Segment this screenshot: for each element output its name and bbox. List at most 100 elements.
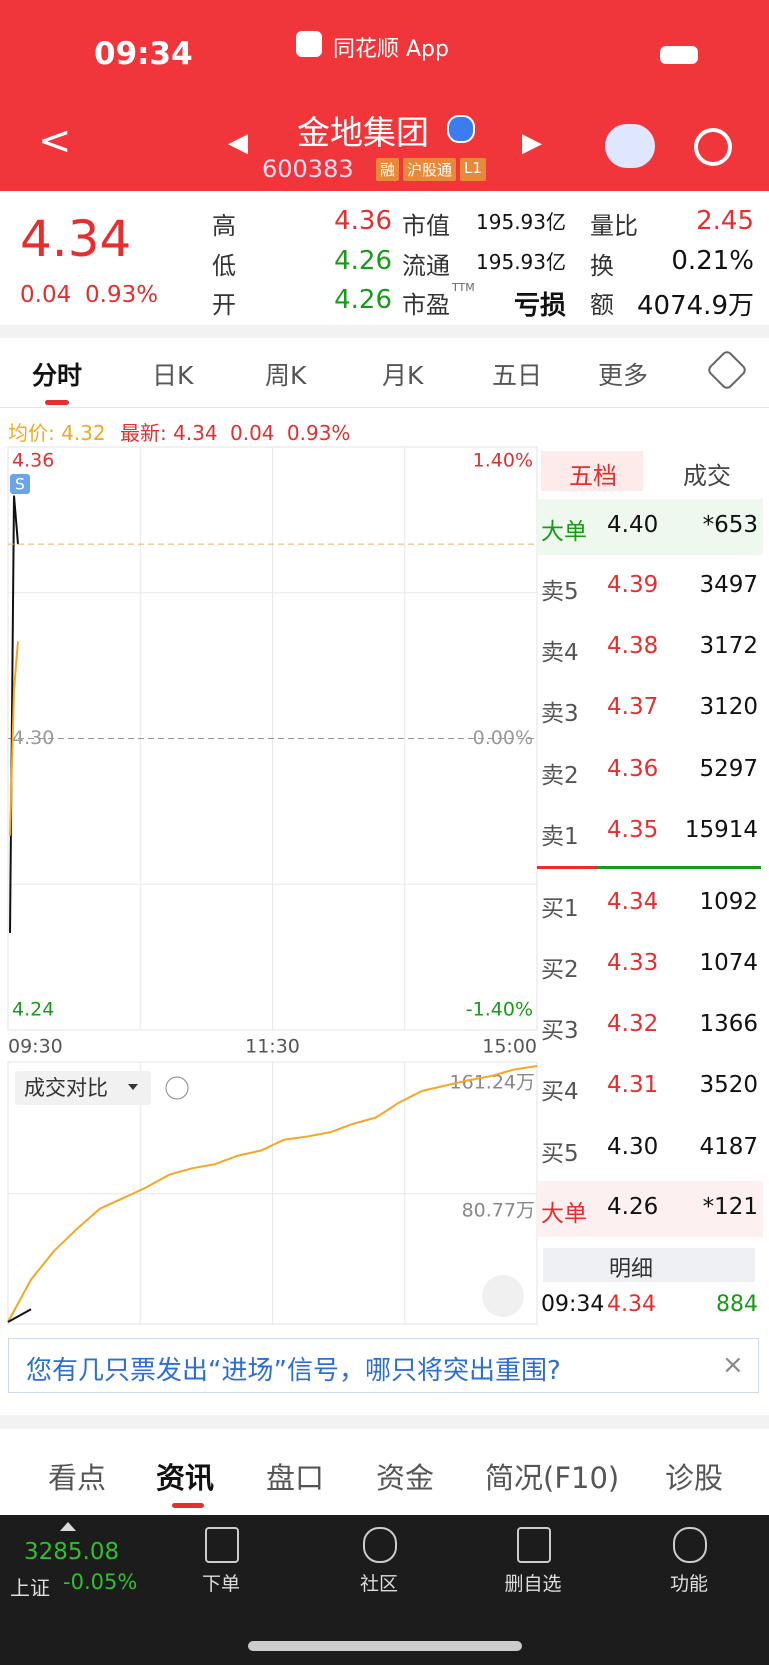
footer-label[interactable]: 社区 (359, 1573, 398, 1595)
book-price: 4.40 (607, 512, 659, 538)
bottom-tab[interactable]: 资讯 (156, 1461, 215, 1495)
tab-underline (45, 400, 69, 405)
info-change-pct: 0.93% (286, 421, 351, 445)
bottom-tab[interactable]: 看点 (48, 1461, 107, 1495)
stat-label: 量比 (590, 212, 638, 240)
book-tab-bg (541, 451, 643, 491)
footer-icon (205, 1527, 239, 1563)
bottom-tab[interactable]: 资金 (376, 1461, 435, 1495)
stat-label: 市盈 (402, 291, 450, 319)
avg-value: 4.32 (61, 421, 106, 445)
stat-label: 市值 (402, 212, 450, 240)
search-icon[interactable] (694, 128, 732, 166)
stat-sup: TTM (452, 281, 475, 294)
book-price: 4.33 (607, 950, 659, 976)
footer-label[interactable]: 功能 (669, 1573, 708, 1595)
stock-name: 金地集团 (297, 113, 429, 152)
y2-tick-label: 0.00% (473, 727, 533, 749)
book-volume: 4187 (699, 1134, 758, 1160)
bottom-tab[interactable]: 简况(F10) (485, 1461, 620, 1495)
info-change: 0.04 (230, 421, 275, 445)
detail[interactable]: 明细 (609, 1257, 654, 1282)
book-volume: 3172 (699, 633, 758, 659)
stat-value: 4.26 (334, 285, 392, 315)
badge: L1 (460, 158, 486, 181)
latest-label: 最新: (120, 421, 167, 445)
app-icon (296, 31, 322, 57)
dropdown[interactable]: 成交对比 (24, 1076, 108, 1100)
y-tick-label: 4.36 (12, 450, 54, 472)
book-label: 大单 (541, 1201, 587, 1227)
prev-stock[interactable]: ◀ (228, 128, 248, 158)
separator (0, 1415, 769, 1429)
y-tick-label: 80.77万 (462, 1199, 535, 1221)
chart-tab[interactable]: 分时 (32, 361, 83, 390)
footer-icon (673, 1527, 707, 1563)
book-divider-red (537, 866, 597, 869)
next-stock[interactable]: ▶ (522, 128, 542, 158)
x-tick-label: 15:00 (482, 1036, 537, 1058)
change: 0.04 (20, 282, 72, 308)
status-time: 09:34 (94, 36, 193, 72)
book-divider-green (597, 866, 761, 869)
stat-label: 低 (212, 252, 236, 280)
detail-bg (543, 1248, 755, 1282)
change-pct: 0.93% (85, 282, 159, 308)
price-line (9, 641, 19, 836)
battery (660, 46, 698, 64)
footer-label[interactable]: 删自选 (504, 1573, 562, 1595)
book-volume: 3520 (699, 1072, 758, 1098)
chart-tab[interactable]: 月K (382, 361, 424, 390)
robot-icon[interactable] (605, 124, 655, 168)
book-price: 4.32 (607, 1011, 659, 1037)
banner-box[interactable] (8, 1338, 759, 1393)
book-volume: 1092 (699, 889, 758, 915)
last-price: 4.34 (607, 1292, 656, 1317)
bottom-tab[interactable]: 盘口 (266, 1461, 325, 1495)
book-label: 卖4 (541, 640, 579, 666)
dropdown-arrow (128, 1084, 138, 1090)
book-row-bg (537, 1181, 763, 1237)
stat-value: 195.93亿 (476, 210, 566, 234)
book-row-bg (537, 499, 763, 555)
divider (0, 407, 769, 408)
last-time: 09:34 (541, 1292, 605, 1317)
y-tick-label: 4.24 (12, 999, 54, 1021)
stat-value: 4.26 (334, 246, 392, 276)
chart-info: 均价: 4.32 最新: 4.34 0.04 0.93% (8, 417, 350, 446)
stat-label: 高 (212, 212, 236, 240)
banner-text[interactable]: 您有几只票发出“进场”信号，哪只将突出重围? (26, 1356, 561, 1386)
stat-label: 开 (212, 291, 236, 319)
bottom-tab[interactable]: 诊股 (665, 1461, 724, 1495)
book-label: 买5 (541, 1141, 579, 1167)
footer-label[interactable]: 下单 (201, 1573, 240, 1595)
back-button[interactable]: < (38, 118, 72, 164)
book-label: 卖3 (541, 701, 579, 727)
chart-tab[interactable]: 周K (265, 361, 307, 390)
index-change: -0.05% (63, 1570, 138, 1594)
stat-value: 2.45 (696, 206, 754, 236)
book-volume: 3120 (699, 694, 758, 720)
badge: 沪股通 (403, 158, 457, 181)
home-indicator (248, 1641, 522, 1651)
badges: 融沪股通 L1 (376, 158, 486, 181)
book-price: 4.38 (607, 633, 659, 659)
book-price: 4.37 (607, 694, 659, 720)
book-label: 大单 (541, 519, 587, 545)
stock-code: 600383 (262, 155, 354, 183)
stat-label: 换 (590, 252, 614, 280)
book-price: 4.39 (607, 572, 659, 598)
book-label: 卖1 (541, 824, 579, 850)
index-arrow (60, 1522, 76, 1531)
book-volume: 5297 (699, 756, 758, 782)
banner-close[interactable]: × (722, 1350, 744, 1380)
stat-value: 0.21% (671, 246, 754, 276)
book-price: 4.35 (607, 817, 659, 843)
dropdown-bg (15, 1071, 151, 1105)
x-tick-label: 11:30 (245, 1036, 300, 1058)
book-label: 买3 (541, 1018, 579, 1044)
chart-tab[interactable]: 日K (152, 361, 194, 390)
book-volume: *121 (702, 1194, 758, 1220)
chart-tab[interactable]: 五日 (492, 361, 543, 390)
chart-tab[interactable]: 更多 (598, 361, 649, 390)
